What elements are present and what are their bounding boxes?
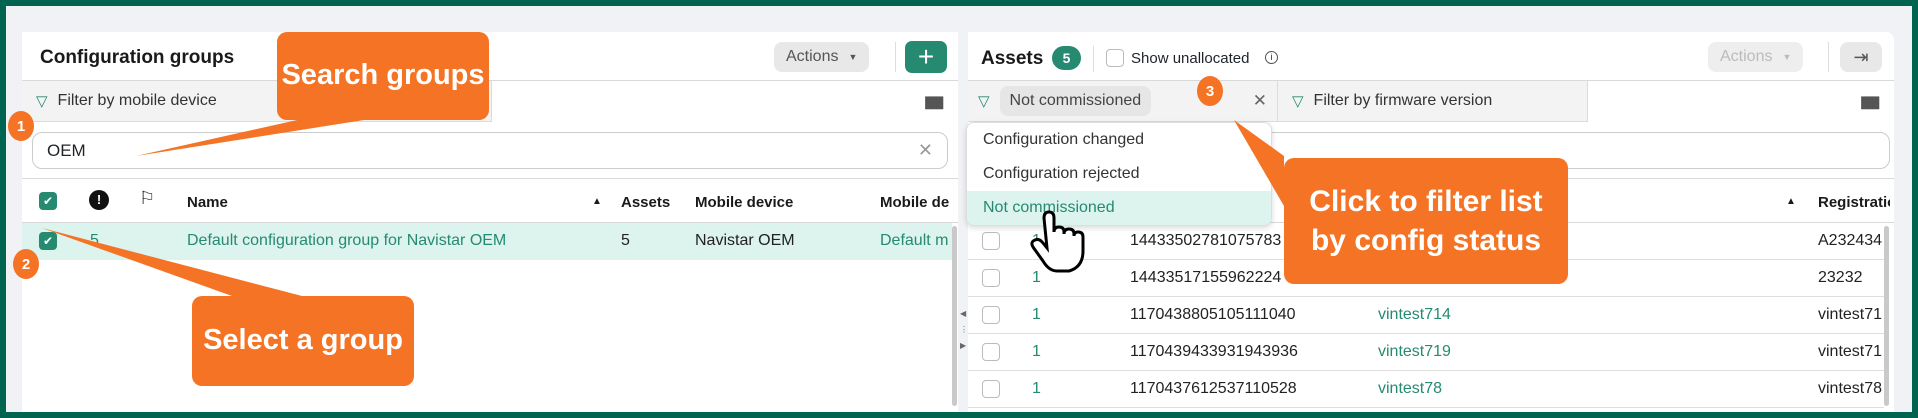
callout-tail-search — [136, 114, 402, 156]
export-icon: ⇥ — [1853, 46, 1869, 67]
asset-id: 1170438805105111040 — [1130, 306, 1296, 323]
status-dropdown: Configuration changed Configuration reje… — [966, 122, 1272, 226]
registration: A232434 — [1818, 232, 1883, 249]
asset-name-link[interactable]: vintest714 — [1378, 306, 1451, 323]
actions-label: Actions — [1720, 48, 1773, 65]
sort-asc-icon[interactable]: ▲ — [592, 196, 602, 207]
clear-icon[interactable]: ✕ — [917, 140, 933, 160]
table-row[interactable]: 1 1170439433931943936 vintest719 vintest… — [968, 334, 1884, 371]
mobile-de-link[interactable]: Default m — [880, 232, 949, 249]
filter-icon: ▽ — [36, 93, 48, 110]
option-configuration-rejected[interactable]: Configuration rejected — [983, 165, 1140, 182]
column-assets[interactable]: Assets — [621, 194, 671, 211]
registration: vintest71 — [1818, 343, 1883, 360]
callout-search-groups: Search groups — [277, 32, 489, 120]
search-value: OEM — [47, 140, 86, 160]
callout-tail-select — [42, 228, 302, 296]
alert-count: 1 — [1032, 306, 1041, 323]
filter-icon: ▽ — [1292, 93, 1304, 110]
asset-id: 1170439433931943936 — [1130, 343, 1298, 360]
scrollbar[interactable] — [1884, 226, 1889, 406]
show-unallocated-label: Show unallocated — [1131, 50, 1250, 67]
divider — [968, 80, 1894, 81]
panel-title: Configuration groups — [40, 47, 235, 68]
row-checkbox[interactable] — [982, 269, 1000, 287]
registration: 23232 — [1818, 269, 1863, 286]
column-name[interactable]: Name — [187, 194, 228, 211]
table-row[interactable]: ✔ 5 Default configuration group for Navi… — [22, 223, 952, 260]
actions-button[interactable]: Actions ▼ — [1708, 42, 1804, 72]
alert-icon: ! — [89, 190, 109, 210]
assets-count: 5 — [621, 232, 630, 249]
callout-select-group: Select a group — [192, 296, 414, 386]
divider — [22, 80, 958, 81]
divider — [1828, 42, 1829, 72]
clear-filter-icon[interactable]: ✕ — [1252, 91, 1267, 110]
flag-icon: ⚐ — [139, 188, 156, 208]
option-configuration-changed[interactable]: Configuration changed — [983, 131, 1145, 148]
row-checkbox[interactable]: ✔ — [39, 232, 57, 250]
alert-count: 1 — [1032, 380, 1041, 397]
divider — [22, 222, 958, 223]
asset-name-link[interactable]: vintest78 — [1378, 380, 1443, 397]
alert-count: 1 — [1032, 343, 1041, 360]
asset-id: 1170437612537110528 — [1130, 380, 1297, 397]
select-all-checkbox[interactable]: ✔ — [39, 192, 57, 210]
callout-tail-filter — [1234, 120, 1284, 206]
column-registration[interactable]: Registratio — [1818, 194, 1890, 211]
step-badge-3: 3 — [1197, 76, 1223, 106]
registration: vintest78 — [1818, 380, 1883, 397]
screen: Configuration groups Actions ▼ + ▽ Filter … — [6, 6, 1912, 412]
group-name-link[interactable]: Default configuration group for Navistar… — [187, 232, 507, 249]
hand-cursor-icon — [1030, 210, 1085, 273]
callout-tails — [42, 114, 1284, 296]
option-not-commissioned[interactable]: Not commissioned — [967, 191, 1271, 225]
add-group-button[interactable]: + — [905, 41, 947, 73]
mobile-device: Navistar OEM — [695, 232, 795, 249]
alert-count: 5 — [90, 232, 99, 249]
caret-down-icon: ▼ — [1782, 52, 1792, 62]
divider — [1093, 46, 1094, 72]
actions-label: Actions — [786, 48, 839, 65]
status-filter[interactable]: ▽ Not commissioned ✕ — [968, 81, 1278, 122]
table-row[interactable]: 1 1170438805105111040 vintest714 vintest… — [968, 297, 1884, 334]
step-badge-2: 2 — [13, 249, 39, 279]
alert-count: 1 — [1032, 269, 1041, 286]
columns-icon[interactable]: ▮▮▮ — [1860, 94, 1880, 111]
divider — [895, 42, 896, 72]
row-checkbox[interactable] — [982, 232, 1000, 250]
callout-filter-status: Click to filter list by config status — [1284, 158, 1568, 284]
splitter-handle[interactable]: ◀ ⋮ ▶ — [960, 309, 968, 350]
row-checkbox[interactable] — [982, 306, 1000, 324]
asset-id: 14433517155962224 — [1130, 269, 1282, 286]
table-row[interactable]: 1 14433517155962224 23232 — [968, 260, 1884, 297]
show-unallocated-checkbox[interactable] — [1106, 49, 1124, 67]
asset-name-link[interactable]: vintest719 — [1378, 343, 1451, 360]
divider — [22, 178, 958, 179]
firmware-filter[interactable]: ▽ Filter by firmware version — [1278, 81, 1588, 122]
scrollbar[interactable] — [952, 226, 957, 406]
columns-icon[interactable]: ▮▮▮ — [924, 94, 944, 111]
status-filter-chip[interactable]: Not commissioned — [999, 86, 1152, 116]
info-icon: i — [1265, 51, 1278, 64]
row-checkbox[interactable] — [982, 380, 1000, 398]
assets-count-badge: 5 — [1052, 46, 1081, 70]
column-mobile-de[interactable]: Mobile de — [880, 194, 950, 211]
filter-label: Filter by firmware version — [1313, 92, 1493, 109]
asset-id: 14433502781075783 — [1130, 232, 1282, 249]
sort-asc-icon[interactable]: ▲ — [1786, 196, 1796, 207]
actions-button[interactable]: Actions ▼ — [774, 42, 870, 72]
panel-title: Assets — [981, 48, 1044, 69]
table-row[interactable]: 1 1170437612537110528 vintest78 vintest7… — [968, 371, 1884, 408]
filter-label: Filter by mobile device — [57, 92, 217, 109]
export-button[interactable]: ⇥ — [1840, 42, 1882, 72]
filter-icon: ▽ — [978, 93, 990, 110]
caret-down-icon: ▼ — [848, 52, 858, 62]
step-badge-1: 1 — [8, 111, 34, 141]
search-input[interactable]: OEM ✕ — [32, 132, 948, 169]
registration: vintest71 — [1818, 306, 1883, 323]
column-mobile-device[interactable]: Mobile device — [695, 194, 794, 211]
row-checkbox[interactable] — [982, 343, 1000, 361]
